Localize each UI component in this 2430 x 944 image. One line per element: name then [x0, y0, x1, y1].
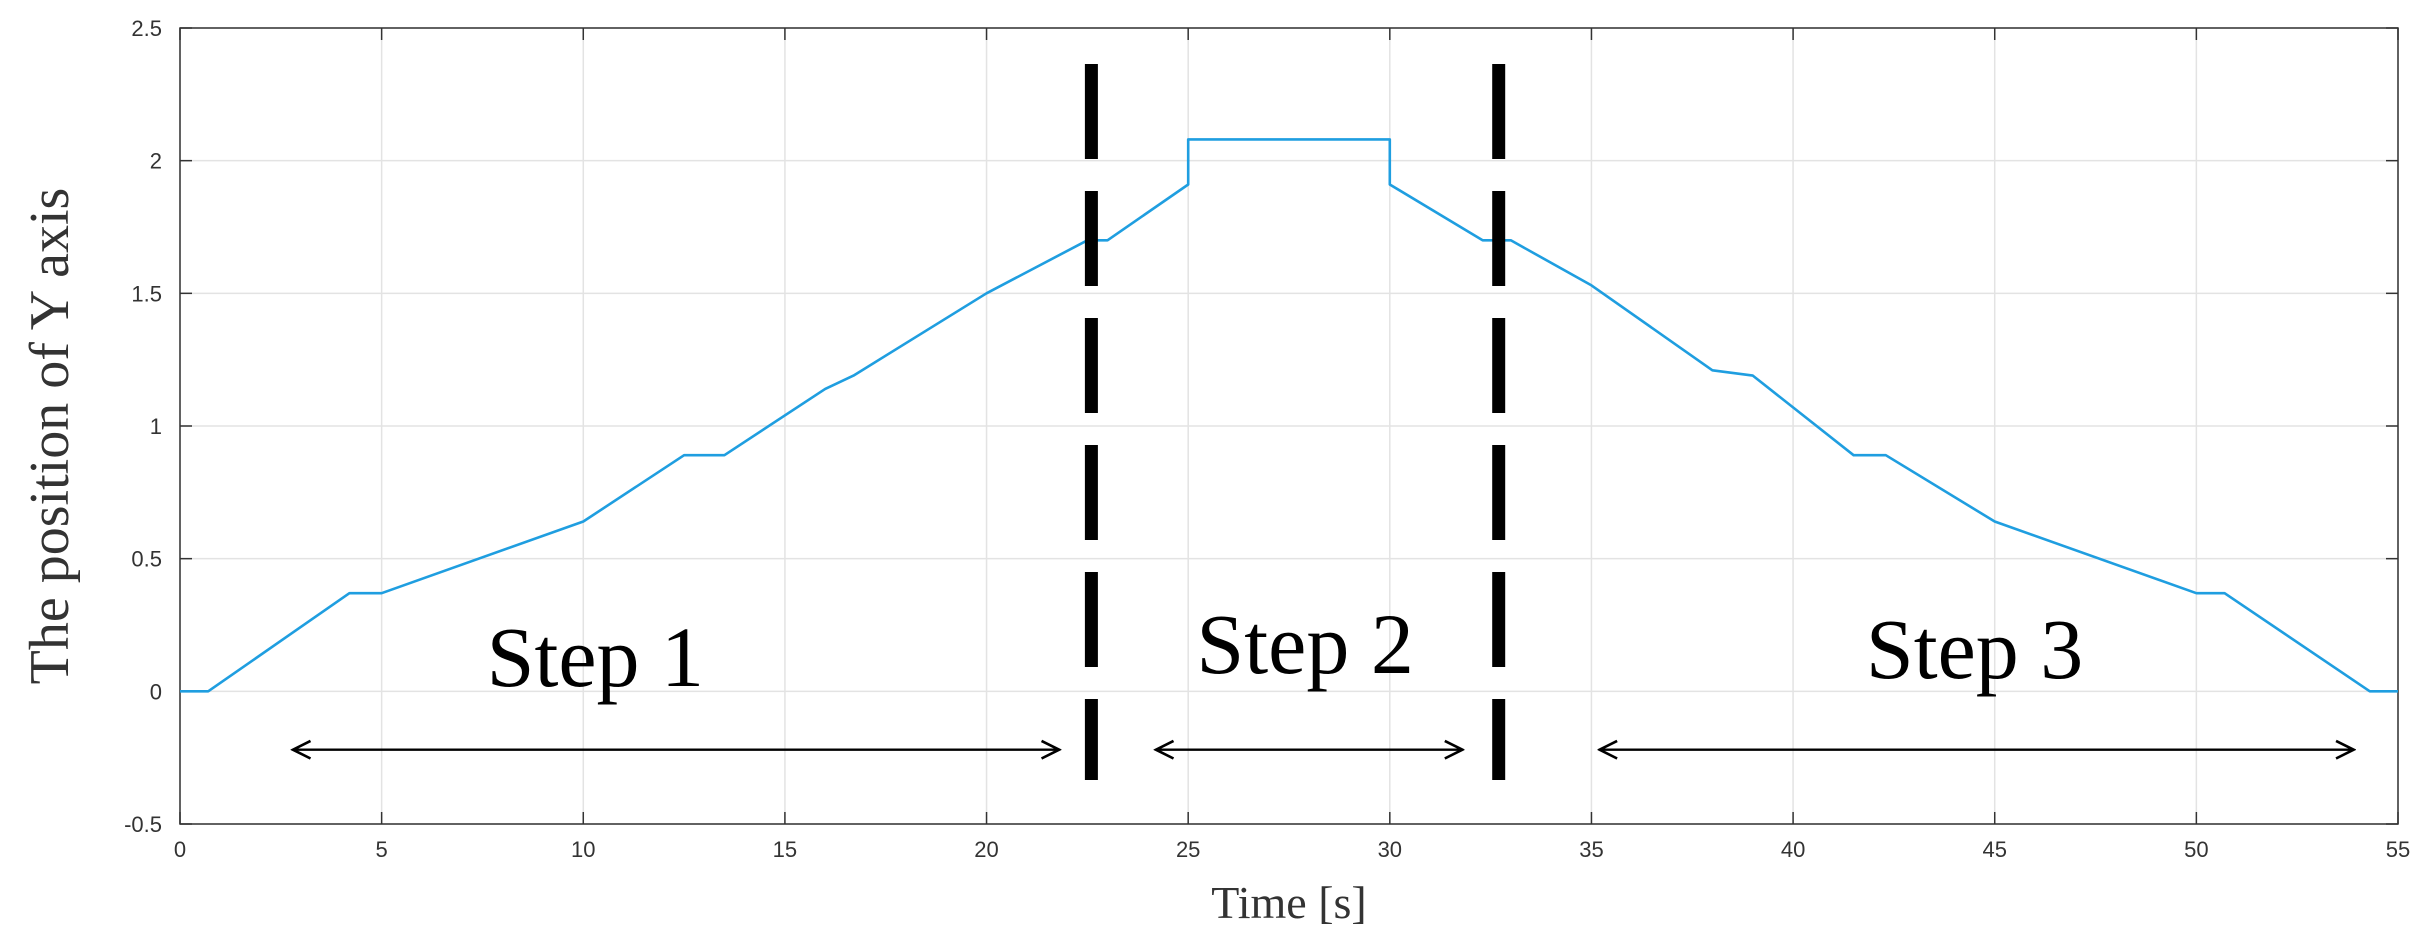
x-tick-label: 55	[2386, 837, 2410, 862]
y-tick-label: -0.5	[124, 812, 162, 837]
x-tick-label: 45	[1982, 837, 2006, 862]
step-3-label: Step 3	[1866, 601, 2083, 697]
step-annotations: Step 1 Step 2 Step 3	[293, 596, 2354, 750]
step-1-label: Step 1	[487, 609, 704, 705]
y-tick-label: 1.5	[131, 281, 162, 306]
x-tick-label: 15	[773, 837, 797, 862]
y-axis-title: The position of Y axis	[19, 188, 81, 685]
series-line	[180, 138, 2398, 693]
x-tick-label: 30	[1378, 837, 1402, 862]
y-tick-label: 0.5	[131, 547, 162, 572]
y-tick-label: 1	[150, 414, 162, 439]
y-tick-label: 2.5	[131, 16, 162, 41]
y-tick-label: 2	[150, 149, 162, 174]
x-tick-label: 50	[2184, 837, 2208, 862]
x-tick-label: 0	[174, 837, 186, 862]
axis-ticks: 0 5 10 15 20 25 30 35 40 45 50 55 -0.5 0 0.5 1 1.5 2 2.5	[124, 16, 2410, 862]
x-tick-label: 35	[1579, 837, 1603, 862]
x-tick-label: 20	[974, 837, 998, 862]
x-tick-label: 5	[376, 837, 388, 862]
step-dividers	[1084, 64, 1506, 780]
step-2-label: Step 2	[1196, 596, 1413, 692]
x-tick-label: 40	[1781, 837, 1805, 862]
x-tick-label: 10	[571, 837, 595, 862]
x-tick-label: 25	[1176, 837, 1200, 862]
series-layer	[180, 138, 2398, 693]
x-axis-title: Time [s]	[1211, 877, 1367, 928]
y-tick-label: 0	[150, 679, 162, 704]
